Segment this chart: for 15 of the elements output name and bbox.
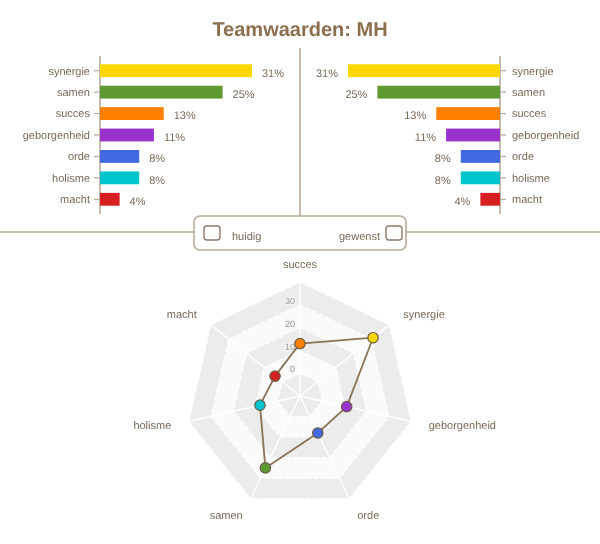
bar: [100, 128, 154, 142]
bar: [100, 150, 140, 163]
bar: [446, 128, 500, 142]
bar: [460, 150, 500, 163]
bar: [377, 85, 500, 99]
bar: [100, 107, 164, 120]
bar: [460, 171, 500, 185]
bar: [436, 107, 500, 120]
bar: [100, 64, 252, 78]
bar: [348, 64, 500, 78]
text: Teamwaarden: MH: [212, 20, 388, 42]
bar: [100, 85, 223, 99]
bar: [480, 192, 500, 206]
bar: [100, 192, 120, 206]
bar: [100, 171, 140, 185]
